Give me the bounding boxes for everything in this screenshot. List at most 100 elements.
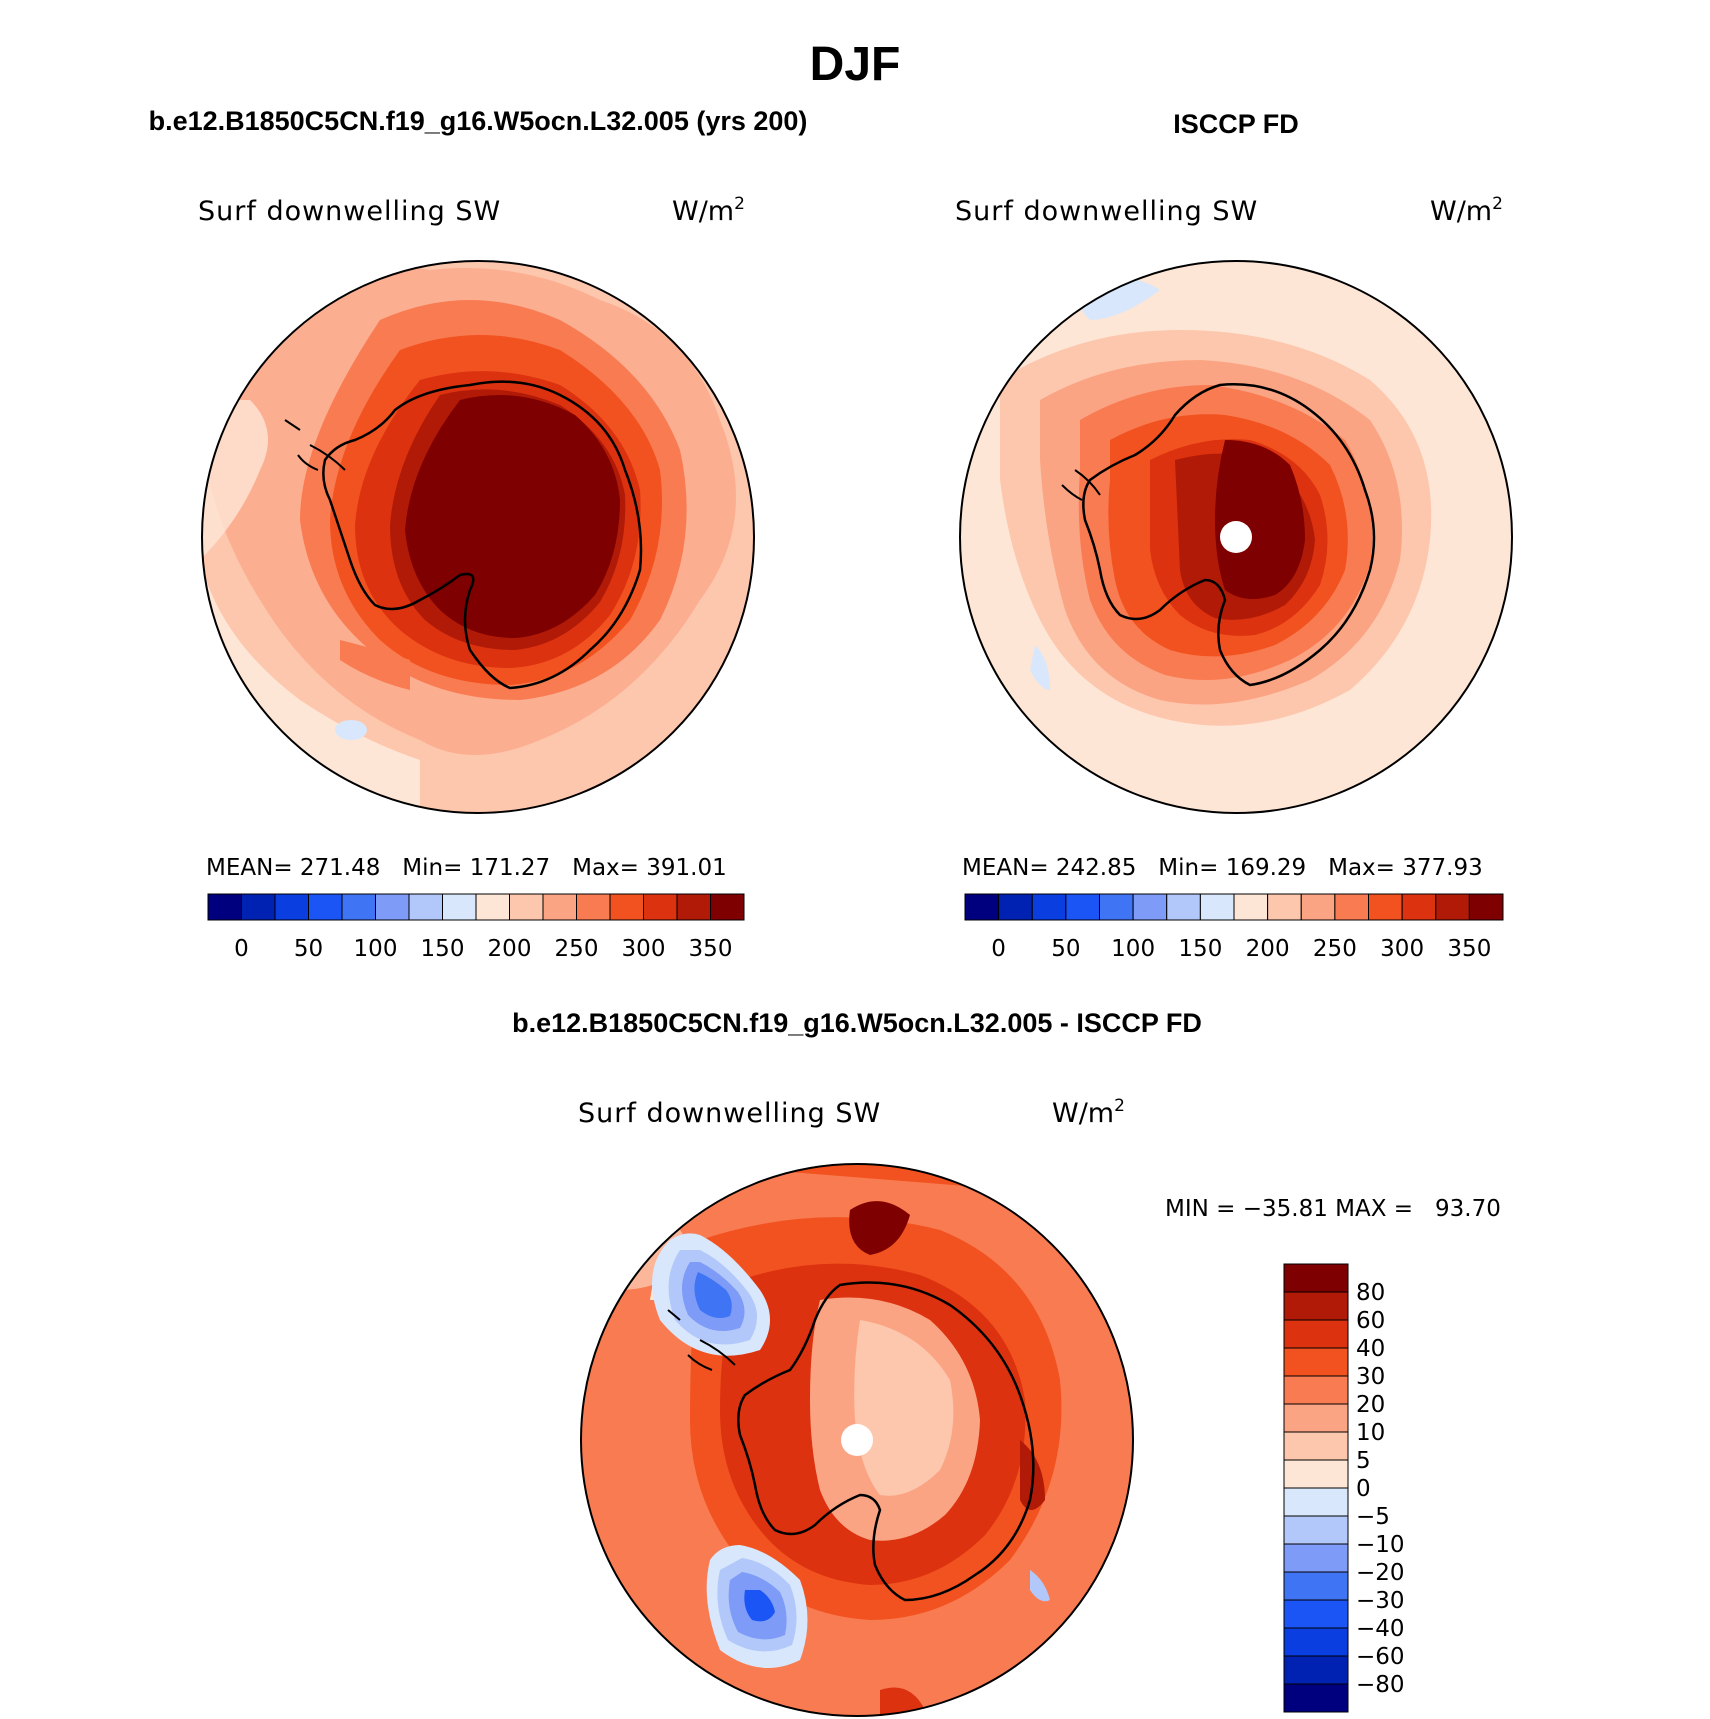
obs-colorbar-box <box>1031 893 1067 921</box>
diff-map <box>581 1164 1133 1716</box>
diff-colorbar-label: 20 <box>1356 1392 1385 1418</box>
diff-units-label: W/m2 <box>1052 1096 1125 1129</box>
obs-map-border <box>959 260 1513 814</box>
model-colorbar-box <box>207 893 242 921</box>
diff-colorbar-label: −80 <box>1356 1672 1405 1698</box>
diff-colorbar-box <box>1283 1599 1349 1629</box>
diff-colorbar-label: −20 <box>1356 1560 1405 1586</box>
obs-map <box>960 261 1512 813</box>
model-colorbar-box <box>643 893 678 921</box>
obs-colorbar-label: 100 <box>1111 936 1155 962</box>
obs-stats: MEAN= 242.85 Min= 169.29 Max= 377.93 <box>962 855 1483 881</box>
obs-colorbar-label: 250 <box>1313 936 1357 962</box>
model-colorbar-label: 100 <box>354 936 398 962</box>
obs-colorbar-box <box>998 893 1033 921</box>
obs-colorbar-box <box>1199 893 1235 921</box>
obs-colorbar: 0 50 100 150 200 250 300 350 <box>964 893 1504 962</box>
diff-colorbar-box <box>1283 1291 1349 1321</box>
model-variable-label: Surf downwelling SW <box>198 196 501 227</box>
model-colorbar-label: 50 <box>294 936 323 962</box>
model-stats: MEAN= 271.48 Min= 171.27 Max= 391.01 <box>206 855 727 881</box>
obs-colorbar-label: 0 <box>991 936 1006 962</box>
model-colorbar: 0 50 100 150 200 250 300 350 <box>207 893 745 962</box>
diff-colorbar-label: 40 <box>1356 1336 1385 1362</box>
model-colorbar-box <box>710 893 745 921</box>
obs-variable-label: Surf downwelling SW <box>955 196 1258 227</box>
model-colorbar-box <box>274 893 309 921</box>
diff-coastline <box>737 1281 1035 1602</box>
diff-colorbar-box <box>1283 1403 1349 1433</box>
model-colorbar-box <box>341 893 376 921</box>
model-units-label: W/m2 <box>672 194 745 227</box>
diff-colorbar-box <box>1283 1487 1349 1517</box>
diff-colorbar-label: 0 <box>1356 1476 1371 1502</box>
obs-coastline <box>1082 383 1376 687</box>
panel-model: Surf downwelling SW W/m2 MEAN= 271.48 Mi… <box>198 194 755 962</box>
obs-colorbar-box <box>1233 893 1269 921</box>
obs-colorbar-box <box>1099 893 1134 921</box>
obs-colorbar-label: 350 <box>1447 936 1491 962</box>
right-case-title: ISCCP FD <box>1173 109 1299 139</box>
model-map <box>202 261 754 813</box>
obs-colorbar-box <box>1132 893 1168 921</box>
obs-colorbar-box <box>1300 893 1336 921</box>
diff-colorbar-box <box>1283 1375 1349 1405</box>
diff-case-title: b.e12.B1850C5CN.f19_g16.W5ocn.L32.005 - … <box>512 1008 1202 1038</box>
model-map-border <box>201 260 755 814</box>
diff-colorbar-box <box>1283 1683 1349 1713</box>
obs-colorbar-box <box>1435 893 1470 921</box>
diff-colorbar-box <box>1283 1571 1349 1601</box>
obs-colorbar-label: 300 <box>1380 936 1424 962</box>
diff-colorbar-label: 80 <box>1356 1280 1385 1306</box>
obs-colorbar-box <box>1368 893 1403 921</box>
diff-colorbar-label: 30 <box>1356 1364 1385 1390</box>
model-colorbar-label: 200 <box>488 936 532 962</box>
obs-colorbar-label: 200 <box>1246 936 1290 962</box>
model-colorbar-box <box>308 893 343 921</box>
diff-colorbar-box <box>1283 1347 1349 1377</box>
diff-map-border <box>580 1163 1134 1717</box>
obs-colorbar-box <box>1401 893 1437 921</box>
model-colorbar-box <box>509 893 544 921</box>
model-colorbar-label: 350 <box>689 936 733 962</box>
obs-units-label: W/m2 <box>1430 194 1503 227</box>
diff-colorbar-label: −10 <box>1356 1532 1405 1558</box>
model-colorbar-label: 300 <box>622 936 666 962</box>
model-colorbar-box <box>576 893 611 921</box>
diff-colorbar-label: 10 <box>1356 1420 1385 1446</box>
obs-colorbar-label: 150 <box>1178 936 1222 962</box>
diff-colorbar-box <box>1283 1655 1349 1685</box>
model-colorbar-box <box>542 893 577 921</box>
obs-colorbar-box <box>1267 893 1302 921</box>
panel-diff: Surf downwelling SW W/m2 <box>578 1096 1501 1717</box>
main-title: DJF <box>810 38 901 91</box>
model-colorbar-label: 250 <box>555 936 599 962</box>
diff-colorbar-box <box>1283 1543 1349 1573</box>
diff-colorbar-box <box>1283 1627 1349 1657</box>
obs-colorbar-box <box>964 893 1000 921</box>
diff-colorbar-label: −5 <box>1356 1504 1390 1530</box>
diff-variable-label: Surf downwelling SW <box>578 1098 881 1129</box>
left-case-title: b.e12.B1850C5CN.f19_g16.W5ocn.L32.005 (y… <box>149 106 808 136</box>
obs-colorbar-box <box>1334 893 1369 921</box>
obs-colorbar-box <box>1065 893 1100 921</box>
diff-colorbar-label: −60 <box>1356 1644 1405 1670</box>
obs-colorbar-box <box>1166 893 1201 921</box>
diff-colorbar-label: 60 <box>1356 1308 1385 1334</box>
model-colorbar-box <box>475 893 510 921</box>
diff-stats: MIN = −35.81 MAX = 93.70 <box>1165 1196 1501 1222</box>
model-colorbar-box <box>375 893 410 921</box>
obs-colorbar-label: 50 <box>1051 936 1080 962</box>
diff-colorbar-box <box>1283 1319 1349 1349</box>
diff-colorbar-label: −30 <box>1356 1588 1405 1614</box>
model-colorbar-box <box>442 893 477 921</box>
panel-obs: Surf downwelling SW W/m2 MEAN= 242.85 Mi… <box>955 194 1513 962</box>
diff-colorbar-box <box>1283 1263 1349 1293</box>
obs-colorbar-box <box>1468 893 1504 921</box>
model-colorbar-box <box>609 893 644 921</box>
diff-colorbar-label: 5 <box>1356 1448 1371 1474</box>
model-colorbar-box <box>241 893 276 921</box>
diff-colorbar-label: −40 <box>1356 1616 1405 1642</box>
